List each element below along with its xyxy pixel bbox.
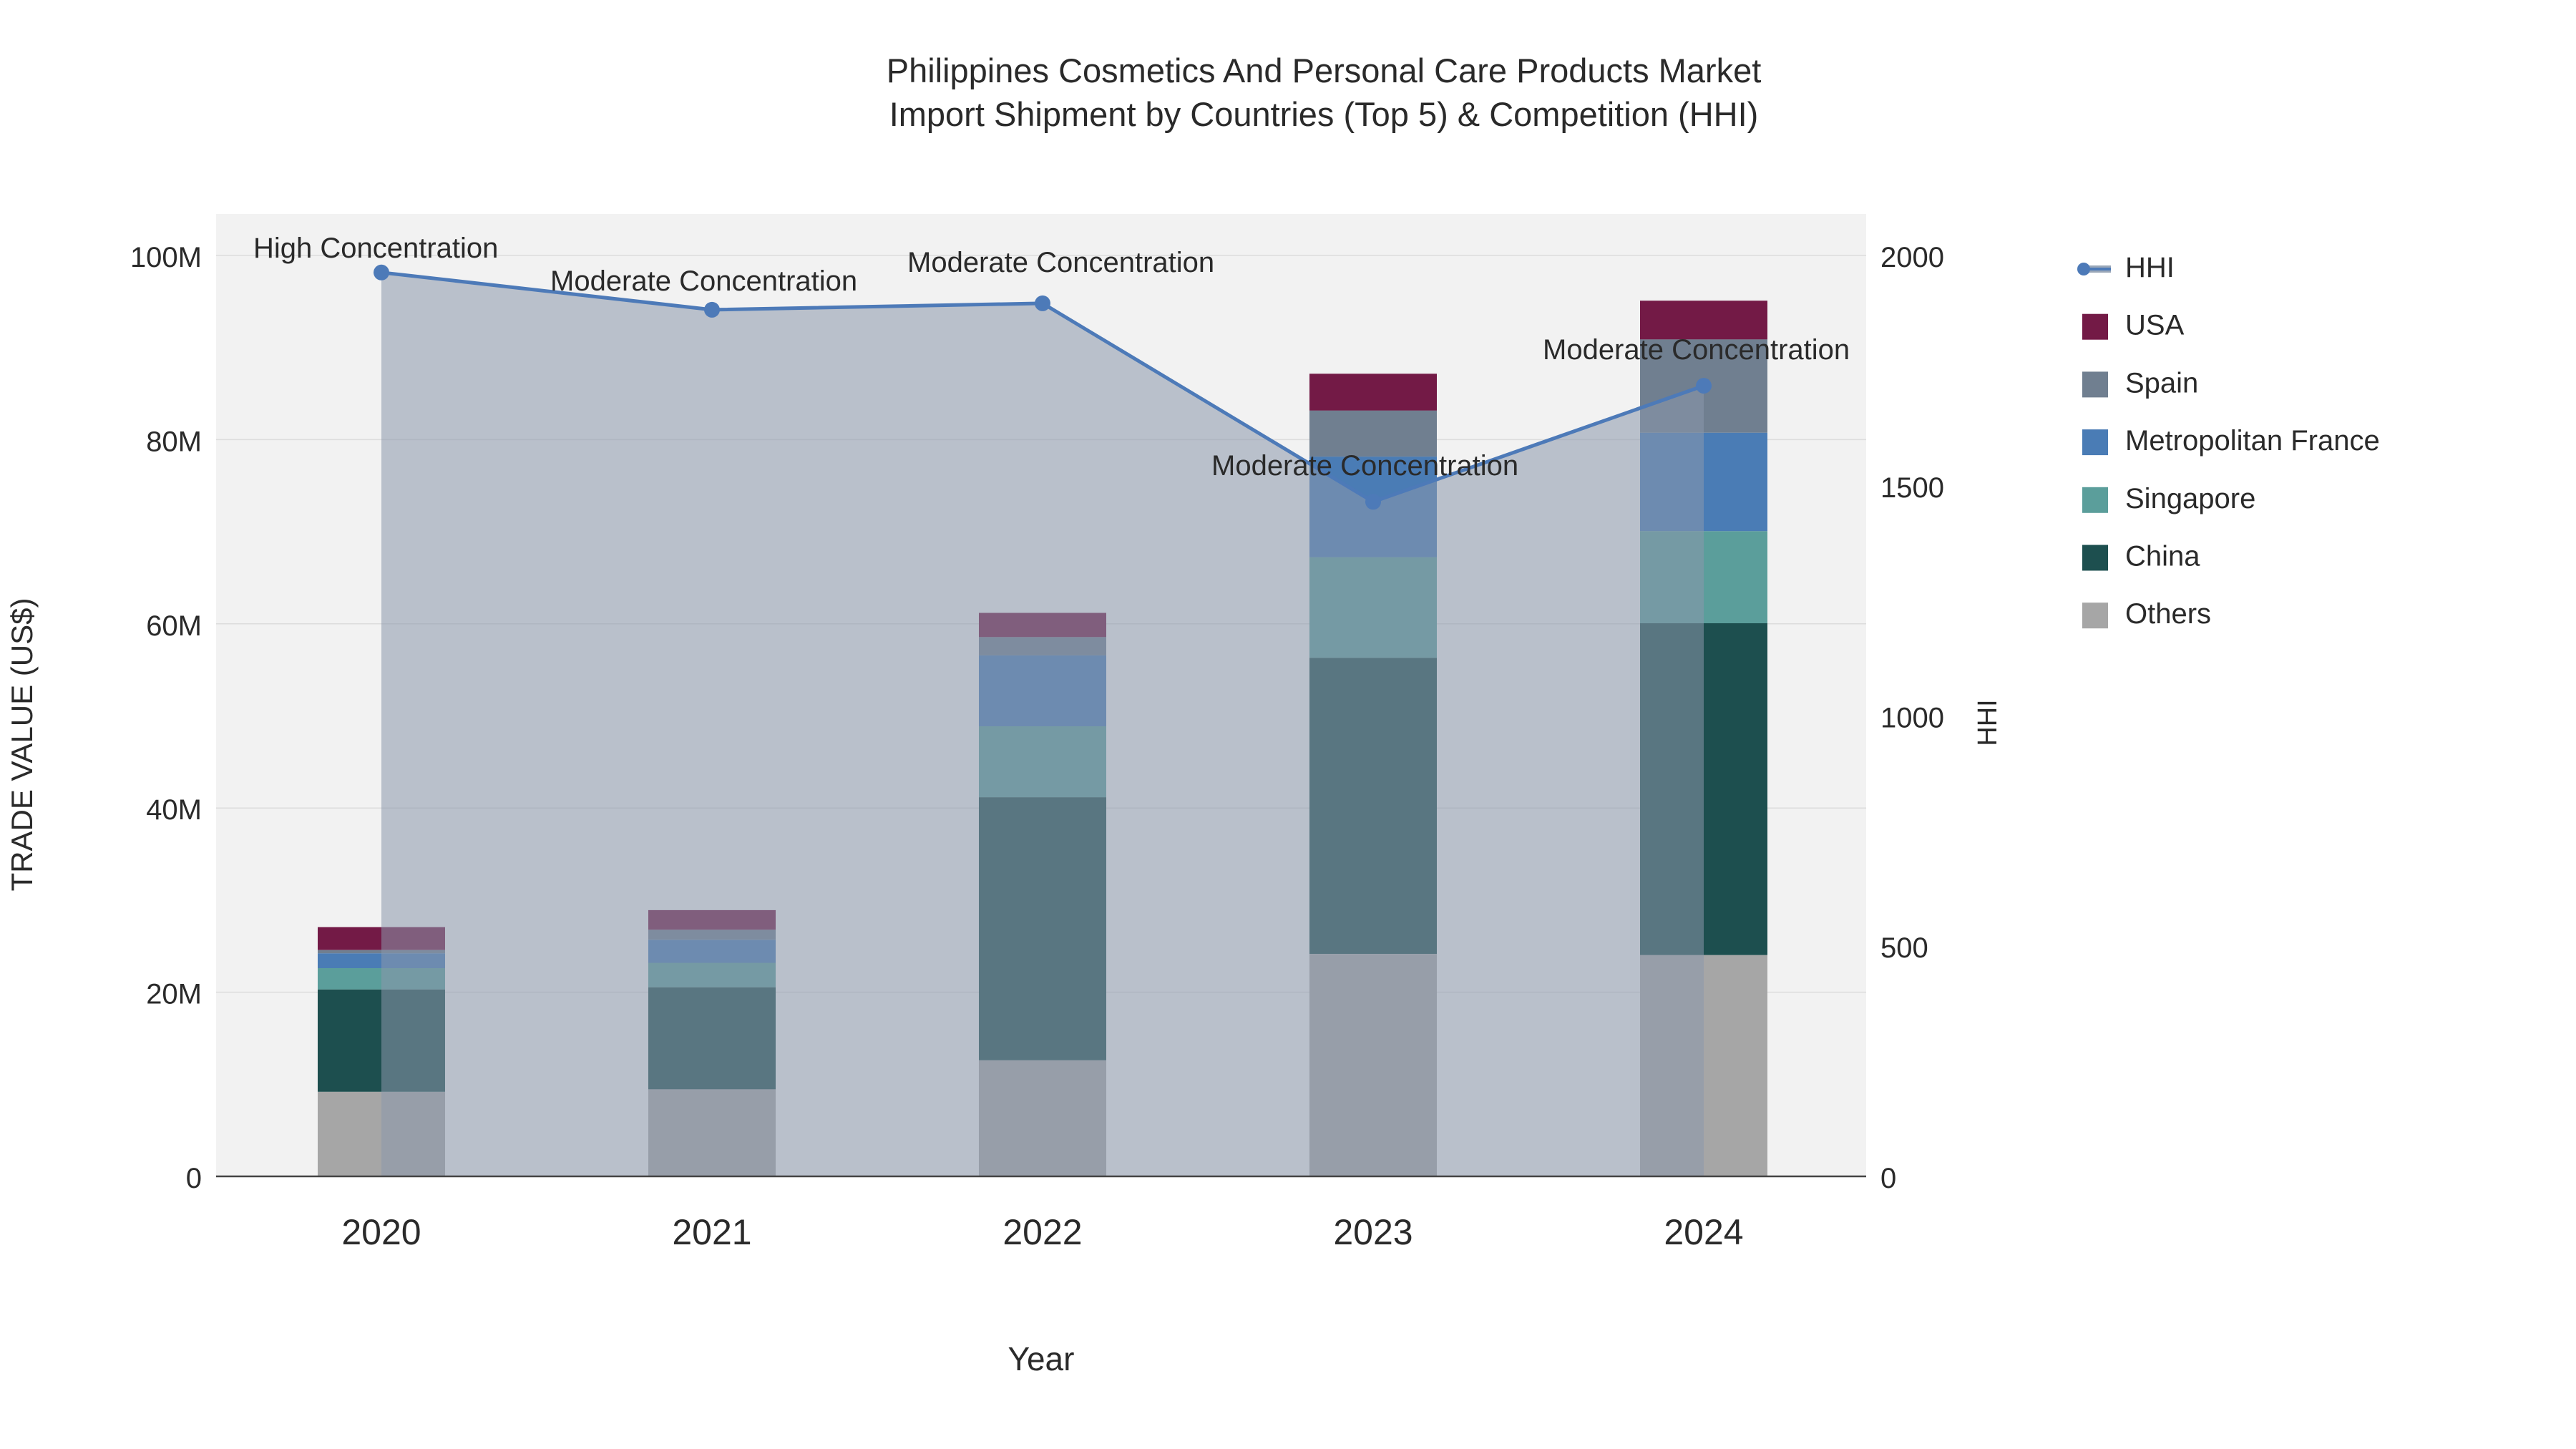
svg-text:Moderate Concentration: Moderate Concentration xyxy=(1543,334,1850,366)
svg-text:USA: USA xyxy=(2125,310,2185,341)
svg-text:20M: 20M xyxy=(146,979,202,1010)
svg-text:Others: Others xyxy=(2125,598,2211,630)
svg-text:1500: 1500 xyxy=(1880,472,1944,504)
svg-text:Moderate Concentration: Moderate Concentration xyxy=(907,247,1214,278)
svg-text:100M: 100M xyxy=(130,242,202,273)
svg-text:2020: 2020 xyxy=(341,1212,421,1252)
svg-text:China: China xyxy=(2125,541,2200,572)
svg-text:Metropolitan France: Metropolitan France xyxy=(2125,425,2380,457)
svg-text:2023: 2023 xyxy=(1333,1212,1413,1252)
svg-text:HHI: HHI xyxy=(1973,699,2003,746)
svg-text:40M: 40M xyxy=(146,794,202,826)
svg-text:0: 0 xyxy=(1880,1163,1896,1194)
svg-text:2021: 2021 xyxy=(672,1212,751,1252)
svg-text:HHI: HHI xyxy=(2125,252,2175,283)
svg-text:2022: 2022 xyxy=(1002,1212,1082,1252)
svg-text:Year: Year xyxy=(1008,1340,1075,1377)
svg-text:1000: 1000 xyxy=(1880,703,1944,734)
svg-text:500: 500 xyxy=(1880,932,1928,964)
svg-text:TRADE VALUE (US$): TRADE VALUE (US$) xyxy=(5,598,39,892)
svg-text:Moderate Concentration: Moderate Concentration xyxy=(550,265,857,297)
svg-text:Moderate Concentration: Moderate Concentration xyxy=(1211,450,1518,482)
svg-text:80M: 80M xyxy=(146,426,202,457)
svg-text:0: 0 xyxy=(186,1163,202,1194)
svg-text:Spain: Spain xyxy=(2125,367,2198,399)
svg-text:High Concentration: High Concentration xyxy=(253,233,498,264)
svg-text:Singapore: Singapore xyxy=(2125,483,2255,514)
svg-text:2000: 2000 xyxy=(1880,242,1944,273)
svg-text:2024: 2024 xyxy=(1664,1212,1743,1252)
svg-text:60M: 60M xyxy=(146,610,202,642)
